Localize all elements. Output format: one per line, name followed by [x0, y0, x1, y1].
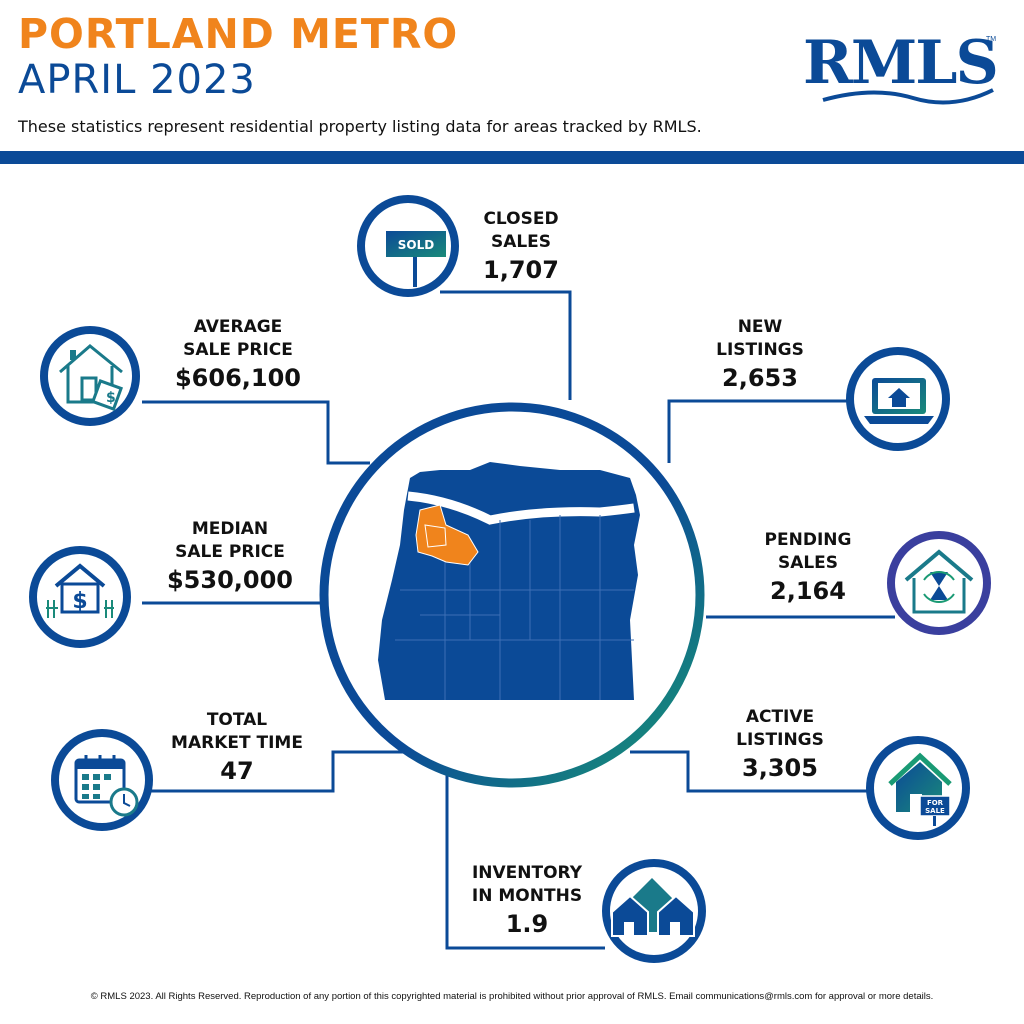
rmls-logo: RMLS TM: [803, 28, 999, 110]
stat-new-listings: NEW LISTINGS 2,653: [700, 316, 820, 394]
house-price-tag-icon: $: [59, 344, 124, 412]
stat-value: $606,100: [174, 364, 301, 392]
stat-label: SALE PRICE: [175, 542, 285, 562]
stat-label: SALE PRICE: [183, 340, 293, 360]
line-active-listings: [630, 750, 870, 793]
line-average-price: [142, 400, 370, 465]
three-houses-icon: [611, 878, 695, 937]
rmls-logo-text: RMLS: [803, 28, 999, 98]
stat-average-sale-price: AVERAGE SALE PRICE $606,100: [158, 316, 318, 394]
house-dollar-icon: $: [46, 563, 114, 618]
stat-label: TOTAL: [206, 710, 268, 730]
stat-label: LISTINGS: [736, 730, 824, 750]
circle-market-time: [51, 729, 153, 831]
stat-label: SALES: [490, 232, 552, 252]
stat-active-listings: ACTIVE LISTINGS 3,305: [720, 706, 840, 784]
header-divider: [0, 151, 1024, 164]
stat-label: LISTINGS: [716, 340, 804, 360]
for-sale-text-1: FOR: [927, 799, 944, 807]
stat-value: $530,000: [166, 566, 293, 594]
stat-label: NEW: [737, 317, 783, 337]
stat-label: INVENTORY: [471, 863, 583, 883]
stat-value: 3,305: [742, 754, 818, 782]
stat-label: ACTIVE: [745, 707, 815, 727]
line-new-listings: [667, 399, 850, 463]
stat-label: SALES: [777, 553, 839, 573]
trademark-mark: TM: [986, 36, 997, 43]
copyright-footer: © RMLS 2023. All Rights Reserved. Reprod…: [90, 991, 934, 1002]
page-title-date: APRIL 2023: [18, 57, 256, 103]
stat-label: AVERAGE: [193, 317, 283, 337]
for-sale-text-2: SALE: [925, 807, 945, 815]
stat-closed-sales: CLOSED SALES 1,707: [466, 208, 576, 286]
laptop-house-icon: [864, 378, 934, 424]
line-market-time: [142, 750, 420, 793]
sold-sign-text: SOLD: [398, 238, 434, 252]
stat-value: 2,653: [722, 364, 798, 392]
sold-sign-icon: [386, 231, 446, 287]
circle-median-price: [29, 546, 131, 648]
stat-label: MEDIAN: [191, 519, 269, 539]
oregon-map-icon: [378, 462, 640, 700]
page-subtitle: These statistics represent residential p…: [18, 117, 702, 136]
stat-label: MARKET TIME: [171, 733, 303, 753]
line-inventory: [445, 760, 605, 950]
svg-text:$: $: [106, 390, 116, 406]
svg-text:$: $: [72, 589, 87, 614]
logo-swoosh: [822, 88, 994, 105]
calendar-clock-icon: [74, 755, 139, 817]
line-closed-sales: [440, 290, 572, 400]
stat-inventory-in-months: INVENTORY IN MONTHS 1.9: [457, 862, 597, 940]
stat-value: 47: [220, 757, 254, 785]
stat-label: CLOSED: [483, 209, 559, 229]
circle-average-price: [40, 326, 140, 426]
stat-pending-sales: PENDING SALES 2,164: [748, 529, 868, 607]
stat-median-sale-price: MEDIAN SALE PRICE $530,000: [150, 518, 310, 596]
connector-lines: [142, 290, 895, 950]
page-title-region: PORTLAND METRO: [18, 10, 459, 58]
stat-value: 2,164: [770, 577, 846, 605]
stat-label: IN MONTHS: [471, 886, 583, 906]
stat-value: 1.9: [505, 910, 549, 938]
stat-label: PENDING: [764, 530, 852, 550]
stat-value: 1,707: [483, 256, 559, 284]
house-hourglass-icon: [904, 549, 974, 614]
stat-total-market-time: TOTAL MARKET TIME 47: [157, 709, 317, 787]
house-for-sale-icon: [888, 752, 952, 826]
